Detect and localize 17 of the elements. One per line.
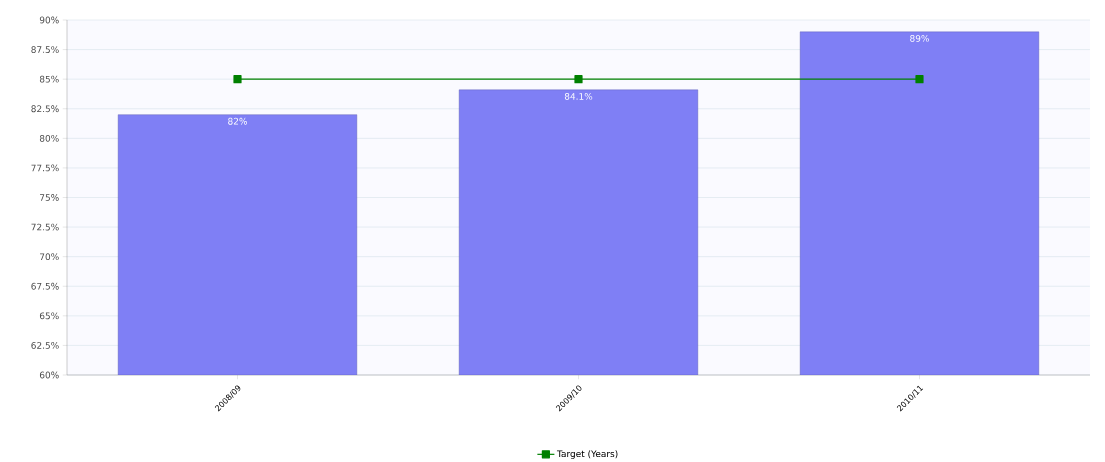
y-tick-label: 60% [39, 371, 59, 379]
data-label: 82% [228, 117, 247, 125]
y-tick-label: 82.5% [31, 105, 59, 112]
data-label: 89% [910, 34, 929, 42]
y-tick-label: 62.5% [31, 341, 59, 349]
legend-label: Target (Years) [556, 449, 618, 459]
y-tick-label: 67.5% [31, 282, 59, 290]
y-tick-label: 87.5% [31, 45, 59, 53]
y-tick-label: 75% [40, 193, 59, 201]
y-tick-label: 72.5% [31, 223, 59, 231]
y-tick-label: 90% [39, 16, 59, 24]
y-tick-label: 80% [39, 134, 59, 142]
y-tick-label: 65% [39, 312, 59, 319]
y-tick-label: 70% [40, 253, 59, 260]
y-tick-label: 77.5% [31, 164, 59, 172]
y-tick-label: 85% [39, 75, 59, 83]
data-label: 84.1% [564, 92, 593, 100]
